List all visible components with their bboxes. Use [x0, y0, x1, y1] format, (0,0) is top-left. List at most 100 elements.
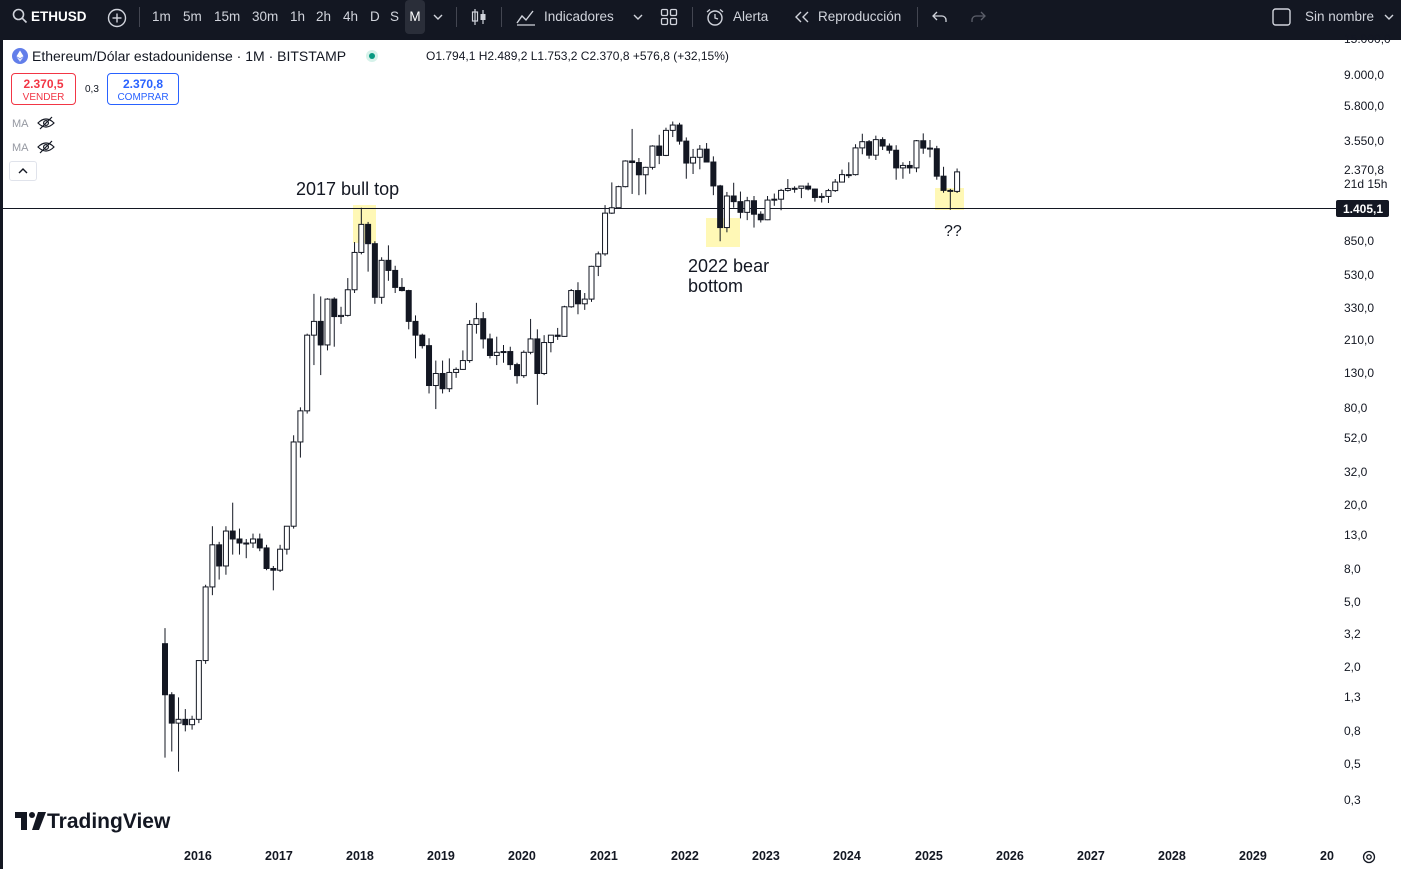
candle-body[interactable] — [222, 530, 229, 567]
candle-body[interactable] — [866, 141, 873, 156]
candle-body[interactable] — [825, 190, 832, 197]
candle-body[interactable] — [541, 342, 548, 374]
candle-body[interactable] — [304, 334, 311, 412]
candle-body[interactable] — [392, 269, 399, 288]
chart-legend[interactable]: Ethereum/Dólar estadounidense · 1M · BIT… — [12, 47, 378, 65]
candle-body[interactable] — [554, 334, 561, 337]
candle-body[interactable] — [730, 195, 737, 203]
candle-body[interactable] — [683, 140, 690, 164]
candle-body[interactable] — [419, 334, 426, 347]
annotation-question[interactable]: ?? — [944, 223, 962, 240]
candle-body[interactable] — [805, 185, 812, 190]
candle-body[interactable] — [947, 189, 954, 192]
chevron-down-icon[interactable] — [433, 13, 443, 21]
candle-body[interactable] — [622, 160, 629, 188]
candle-body[interactable] — [568, 290, 575, 308]
highlight-current[interactable] — [935, 188, 964, 210]
market-status-icon[interactable] — [365, 50, 378, 62]
time-axis[interactable]: 2016 2017 2018 2019 2020 2021 2022 2023 … — [0, 845, 1401, 869]
candle-body[interactable] — [216, 544, 223, 567]
candle-body[interactable] — [920, 140, 927, 149]
candle-body[interactable] — [852, 147, 859, 176]
timeframe-15m[interactable]: 15m — [214, 9, 241, 24]
candle-body[interactable] — [310, 320, 317, 336]
candle-body[interactable] — [662, 129, 669, 156]
rewind-icon[interactable] — [794, 11, 810, 23]
candle-body[interactable] — [737, 201, 744, 213]
candle-body[interactable] — [527, 338, 534, 353]
annotation-bear-bottom-line-1[interactable]: 2022 bear — [688, 256, 770, 276]
candle-body[interactable] — [690, 156, 697, 164]
compare-add-icon[interactable] — [107, 8, 127, 28]
annotation-bear-bottom-line-2[interactable]: bottom — [688, 276, 744, 296]
candle-body[interactable] — [263, 547, 270, 569]
indicator-ma-1[interactable]: MA — [12, 116, 55, 130]
candle-body[interactable] — [954, 171, 961, 192]
candle-body[interactable] — [710, 161, 717, 187]
candle-body[interactable] — [608, 207, 615, 214]
candle-body[interactable] — [243, 542, 250, 545]
candle-body[interactable] — [358, 223, 365, 253]
price-line-badge[interactable] — [1336, 200, 1389, 217]
candle-body[interactable] — [270, 567, 277, 571]
candle-body[interactable] — [696, 148, 703, 158]
candle-body[interactable] — [784, 187, 791, 191]
candle-body[interactable] — [656, 145, 663, 156]
candle-body[interactable] — [338, 314, 345, 318]
candle-body[interactable] — [906, 164, 913, 169]
alarm-clock-icon[interactable] — [705, 8, 725, 27]
candle-body[interactable] — [277, 548, 284, 571]
candle-body[interactable] — [480, 318, 487, 340]
candle-body[interactable] — [398, 286, 405, 292]
candle-body[interactable] — [493, 351, 500, 356]
candle-body[interactable] — [899, 164, 906, 169]
candle-body[interactable] — [426, 345, 433, 387]
candle-body[interactable] — [791, 187, 798, 190]
undo-icon[interactable] — [932, 11, 948, 23]
candle-body[interactable] — [175, 718, 182, 724]
candle-body[interactable] — [371, 243, 378, 298]
alert-button[interactable]: Alerta — [733, 9, 769, 24]
candle-body[interactable] — [778, 189, 785, 200]
candle-body[interactable] — [256, 538, 263, 549]
chevron-down-icon[interactable] — [1384, 13, 1394, 21]
timeframe-s[interactable]: S — [390, 9, 400, 24]
candle-body[interactable] — [534, 338, 541, 374]
candle-body[interactable] — [195, 660, 202, 720]
indicators-icon[interactable] — [516, 8, 536, 26]
candle-body[interactable] — [324, 298, 331, 346]
candle-body[interactable] — [839, 174, 845, 183]
candle-body[interactable] — [642, 166, 649, 176]
candle-body[interactable] — [473, 318, 480, 325]
candle-body[interactable] — [209, 544, 216, 588]
candle-body[interactable] — [750, 200, 757, 215]
axis-settings-gear-icon[interactable] — [1361, 849, 1377, 865]
candle-body[interactable] — [507, 351, 514, 366]
timeframe-4h[interactable]: 4h — [343, 9, 359, 24]
candle-body[interactable] — [385, 259, 392, 271]
timeframe-d[interactable]: D — [370, 9, 380, 24]
timeframe-2h[interactable]: 2h — [316, 9, 332, 24]
candle-body[interactable] — [317, 320, 324, 346]
candle-body[interactable] — [486, 338, 493, 356]
candle-body[interactable] — [351, 251, 358, 291]
timeframe-1h[interactable]: 1h — [290, 9, 306, 24]
candle-body[interactable] — [365, 223, 372, 245]
candle-body[interactable] — [771, 198, 778, 201]
candle-body[interactable] — [723, 195, 730, 229]
eye-hidden-icon[interactable] — [37, 140, 55, 154]
candle-body[interactable] — [290, 441, 297, 527]
symbol-search-button[interactable]: ETHUSD — [31, 9, 87, 24]
candle-body[interactable] — [581, 298, 588, 305]
candle-body[interactable] — [615, 186, 622, 209]
candle-body[interactable] — [893, 149, 900, 169]
candle-body[interactable] — [446, 371, 453, 390]
candle-body[interactable] — [886, 145, 893, 151]
tradingview-logo[interactable]: TradingView — [15, 810, 170, 834]
candle-body[interactable] — [250, 538, 257, 544]
layout-name-button[interactable]: Sin nombre — [1305, 9, 1375, 24]
buy-button[interactable]: 2.370,8 COMPRAR — [107, 73, 179, 105]
candle-body[interactable] — [629, 160, 636, 164]
candle-body[interactable] — [940, 175, 947, 191]
